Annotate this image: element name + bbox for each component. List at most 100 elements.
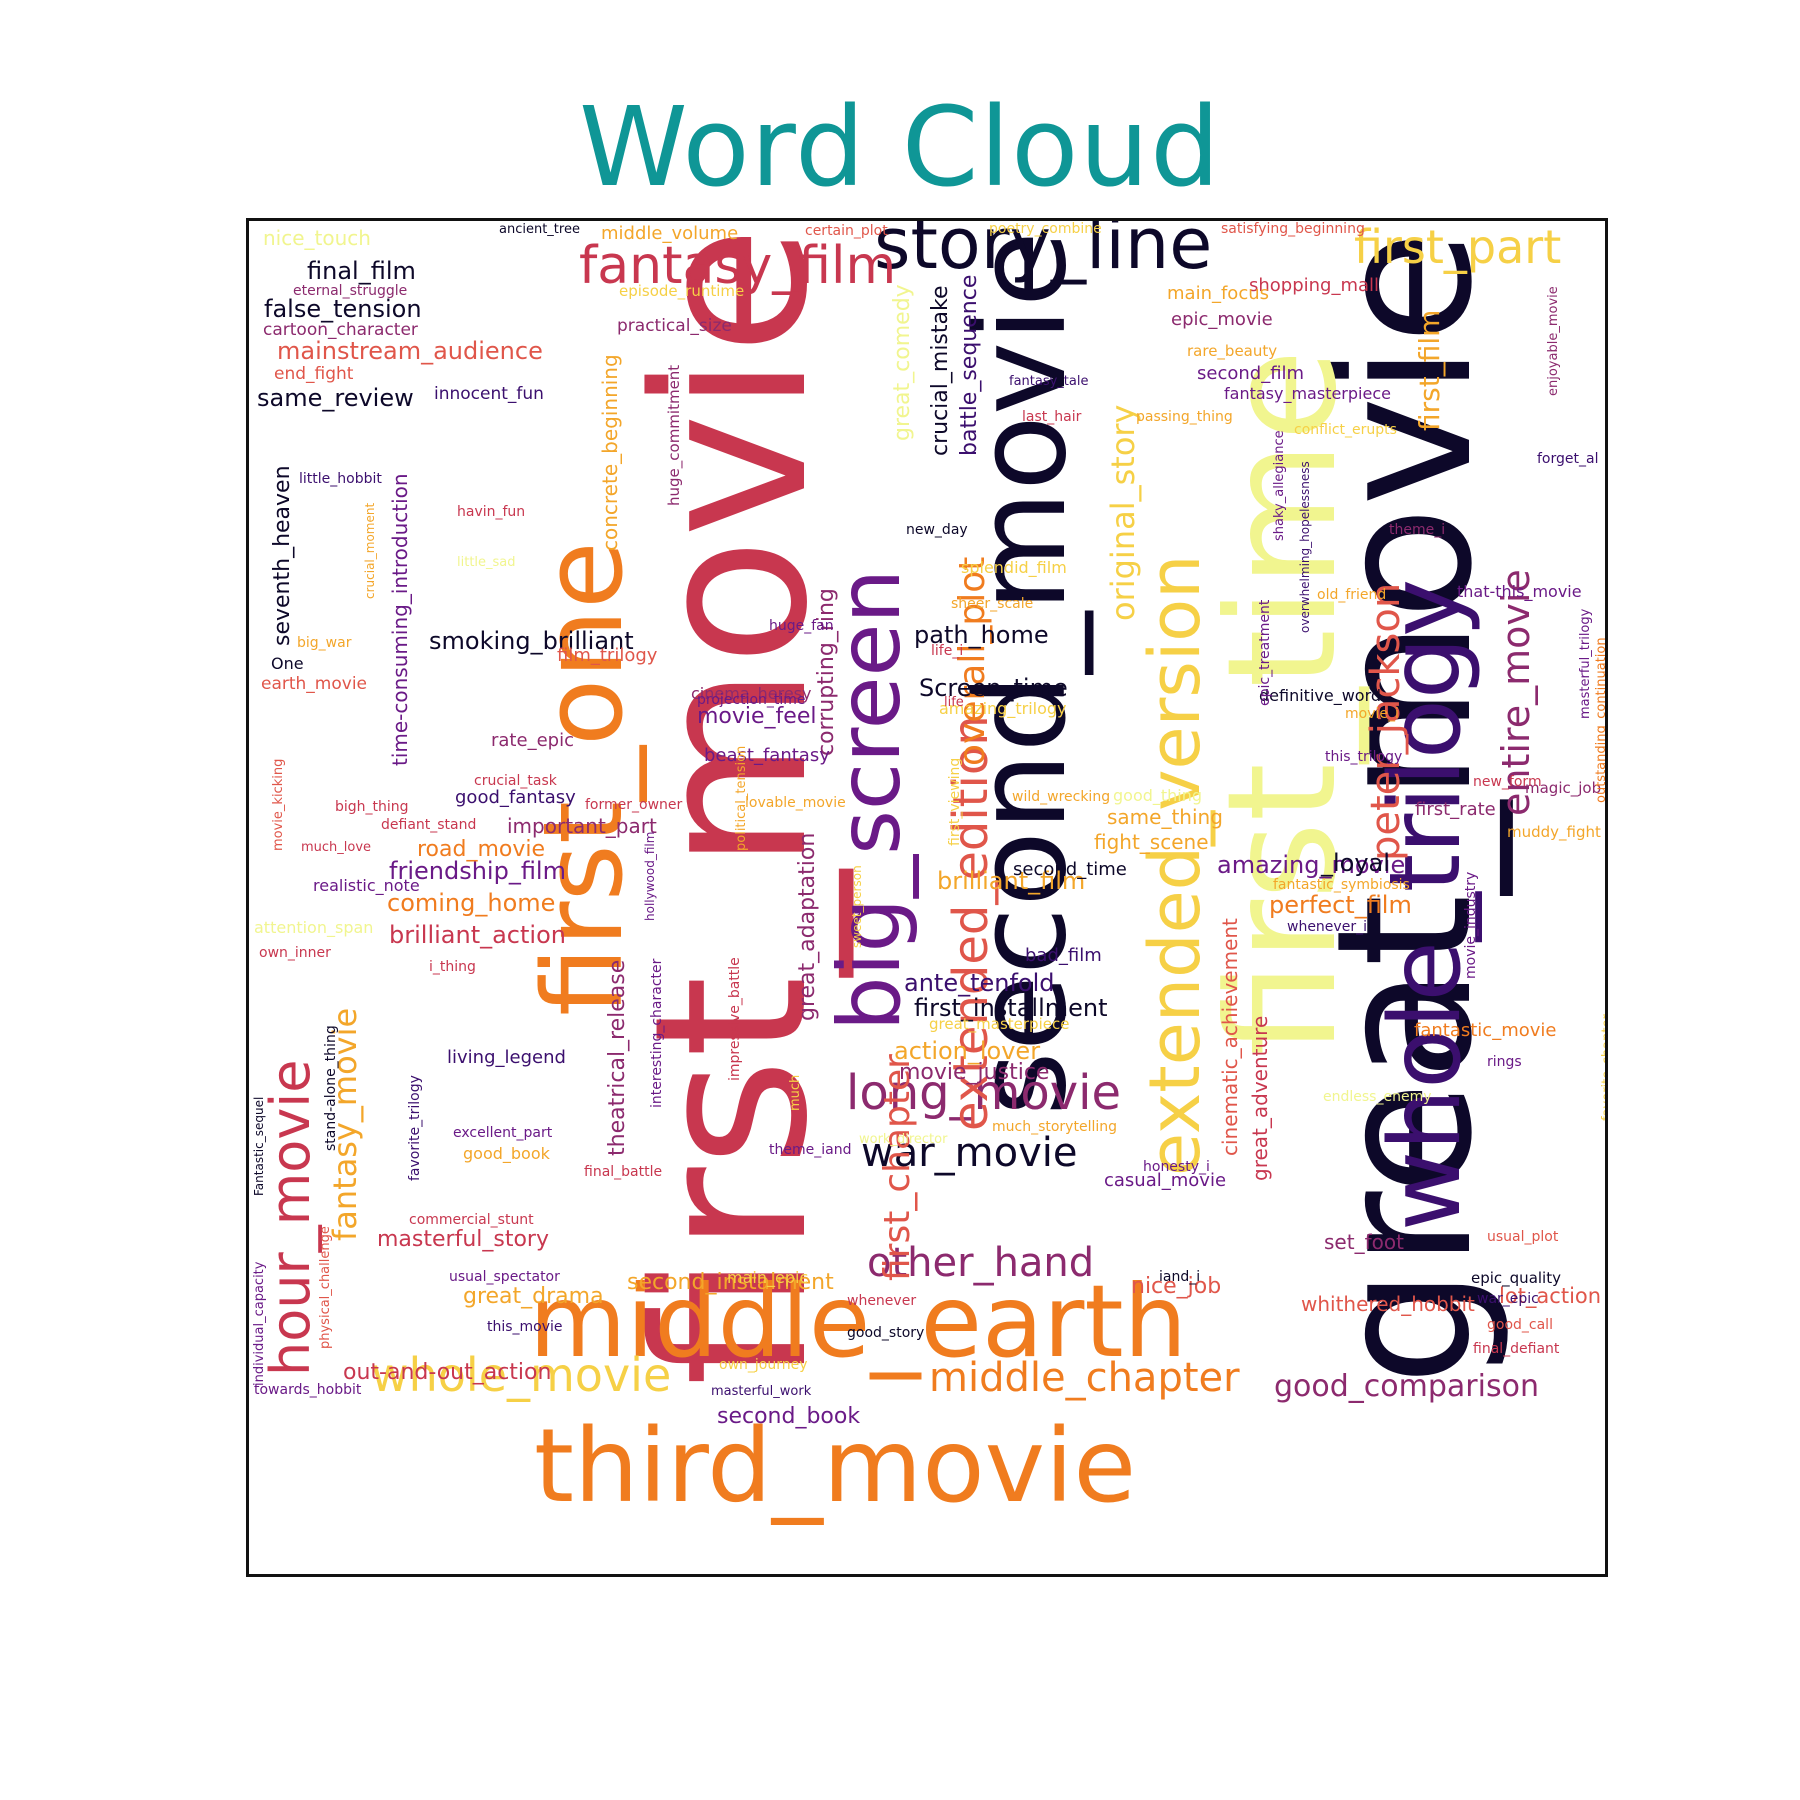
word-political-tension: political_tension [734, 746, 749, 851]
word-same-review: same_review [257, 384, 414, 412]
word-living-legend: living_legend [447, 1047, 566, 1068]
word-much-love: much_love [301, 840, 371, 855]
word-time-consuming-introduction: time-consuming_introduction [388, 473, 412, 766]
word-conflict-erupts: conflict_erupts [1294, 422, 1397, 438]
word-fantasy-film: fantasy_film [579, 236, 896, 296]
word-shopping-mall: shopping_mall [1249, 275, 1379, 296]
word-own-inner: own_inner [259, 945, 331, 961]
word-defiant-stand: defiant_stand [381, 817, 476, 833]
word-last-hair: last_hair [1022, 409, 1082, 425]
word-good-thing: good_thing [1113, 786, 1202, 806]
word-muddy-fight: muddy_fight [1507, 823, 1601, 842]
word-important-part: important_part [507, 814, 657, 838]
word-much-storytelling: much_storytelling [992, 1119, 1117, 1135]
word-main-focus: main_focus [1167, 283, 1269, 304]
word-earth-movie: earth_movie [261, 674, 367, 694]
word-cartoon-character: cartoon_character [263, 320, 418, 340]
word-crucial-moment: crucial_moment [363, 503, 377, 599]
word-cloud-frame: great_movie first_movie second_movie first_… [246, 218, 1608, 1577]
word-own-journey: own_journey [719, 1357, 808, 1373]
word-set-foot: set_foot [1324, 1230, 1404, 1254]
word-projection-time: projection_time [697, 692, 806, 708]
word-corrupting-ring: corrupting_ring [814, 588, 839, 756]
word-fantastic-symbiosis: fantastic_symbiosis [1273, 877, 1410, 893]
word-cinematic-achievement: cinematic_achievement [1218, 918, 1242, 1156]
word-whithered-hobbit: whithered_hobbit [1301, 1292, 1475, 1316]
word-first-installment: first_installment [914, 994, 1108, 1022]
word-theatrical-release: theatrical_release [605, 960, 630, 1156]
word-seventh-heaven: seventh_heaven [270, 465, 295, 646]
word-sheer-scale: sheer_scale [951, 596, 1033, 612]
word-fantasy-movie: fantasy_movie [326, 1008, 364, 1241]
word-lot-action: lot_action [1499, 1284, 1601, 1309]
word-ante-tenfold: ante_tenfold [904, 969, 1055, 997]
word-old-friend: old_friend [1317, 587, 1386, 603]
word-havin-fun: havin_fun [457, 504, 525, 520]
word-nice-job: nice_job [1131, 1274, 1221, 1299]
word-battle-sequence: battle_sequence [957, 275, 982, 456]
word-little-sad: little_sad [457, 555, 516, 570]
word-episode-runtime: episode_runtime [619, 282, 744, 301]
word-attention-span: attention_span [254, 918, 373, 938]
word-road-movie: road_movie [417, 837, 545, 862]
word-good-call: good_call [1487, 1317, 1553, 1333]
word-second-instalment: second_instalment [627, 1270, 834, 1295]
word-favorite-chapter: favorite_chapter [1600, 1014, 1608, 1121]
word-first-viewing: first_viewing [947, 758, 963, 846]
word-life-i: life_i [931, 643, 963, 659]
word-former-owner: former_owner [585, 797, 683, 813]
word-great-movie: great_movie [1296, 230, 1513, 1386]
word-fantasy-tale: fantasy_tale [1009, 374, 1089, 389]
word-middle-volume: middle_volume [601, 223, 738, 244]
word-little-hobbit: little_hobbit [299, 471, 382, 487]
word-rate-epic: rate_epic [491, 730, 574, 751]
word-movie-i: movie_i [1345, 706, 1399, 722]
word-impressive-battle: impressive_battle [727, 957, 743, 1081]
word-original-story: original_story [1104, 405, 1142, 622]
word-final-film: final_film [307, 257, 416, 285]
word-first-one: first_one [519, 541, 647, 1016]
word-enjoyable-movie: enjoyable_movie [1546, 286, 1561, 396]
word-great-masterpiece: great_masterpiece [929, 1015, 1069, 1034]
word-poetry-combine: poetry_combine [989, 221, 1102, 237]
word-first-movie: first_movie [609, 226, 854, 1386]
word-splendid-film: splendid_film [961, 558, 1067, 578]
word-honesty-i: honesty_i [1143, 1159, 1210, 1175]
word-i-thing: i_thing [429, 959, 476, 975]
word--loyal: _loyal [1320, 849, 1390, 877]
word-theme-i: theme_i [1389, 522, 1445, 538]
word-practical-size: practical_size [617, 316, 732, 336]
word-usual-plot: usual_plot [1487, 1229, 1559, 1245]
word-realistic-note: realistic_note [313, 876, 420, 896]
word-out-and-out-action: out-and-out_action [343, 1360, 551, 1385]
word-first-part: first_part [1354, 221, 1561, 274]
word-bigh-thing: bigh_thing [335, 799, 409, 815]
word-smoking-brilliant: smoking_brilliant [429, 627, 634, 655]
word-overwhelming-hopelessness: overwhelming_hopelessness [1298, 461, 1312, 633]
word-new-day: new_day [906, 522, 968, 538]
word-casual-movie: casual_movie [1104, 1170, 1226, 1191]
word-screen-time: Screen_time [919, 674, 1068, 702]
word-individual-capacity: individual_capacity [252, 1261, 267, 1386]
word-theme-iand: theme_iand [769, 1142, 851, 1158]
word-outstanding-continuation: outstanding_continuation [1594, 637, 1608, 803]
word-iand-i: iand_i [1159, 1269, 1200, 1285]
word-innocent-fun: innocent_fun [434, 384, 544, 404]
word-whenever: whenever [847, 1293, 916, 1309]
word-commercial-stunt: commercial_stunt [409, 1212, 534, 1228]
word-masterful-work: masterful_work [711, 1384, 812, 1399]
word-sweet-person: sweet_person [850, 865, 864, 948]
word-nice-touch: nice_touch [263, 226, 371, 250]
word-crucial-mistake: crucial_mistake [928, 286, 953, 457]
word-movie-industry: movie_industry [1463, 872, 1479, 979]
word-path-home: path_home [914, 621, 1049, 649]
word-good-fantasy: good_fantasy [455, 787, 576, 808]
word-long-movie: long_movie [846, 1065, 1121, 1121]
word-perfect-film: perfect_film [1269, 891, 1412, 919]
word-middle-chapter: middle_chapter [929, 1355, 1240, 1401]
word-bad-film: bad_film [1025, 945, 1102, 966]
word-good-story: good_story [847, 1325, 924, 1341]
word-physical-challenge: physical_challenge [318, 1226, 333, 1349]
word-fantasy-masterpiece: fantasy_masterpiece [1224, 384, 1391, 404]
word-good-comparison: good_comparison [1274, 1369, 1539, 1404]
